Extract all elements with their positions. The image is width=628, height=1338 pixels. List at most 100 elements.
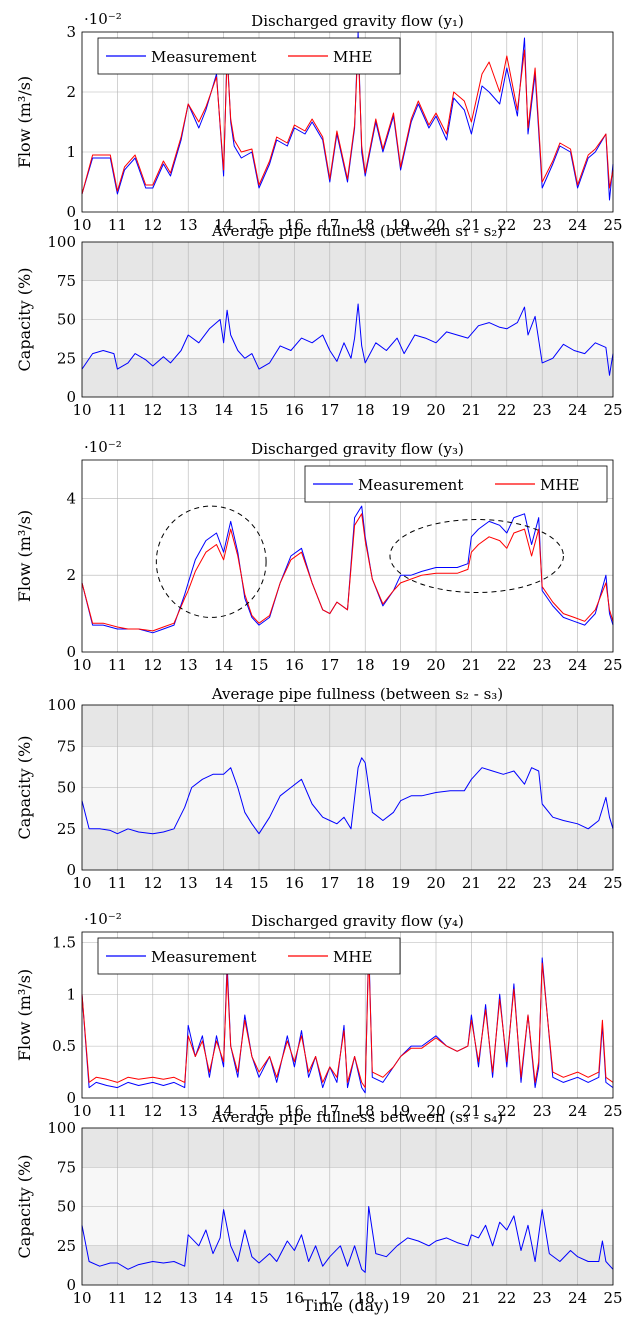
legend-box	[97, 937, 401, 975]
y-tick-label: 25	[57, 349, 76, 367]
x-tick-label: 10	[72, 1102, 91, 1120]
scale-label: ·10⁻²	[84, 910, 122, 928]
y-tick-label: 100	[47, 1119, 76, 1137]
capacity-band-2	[82, 1128, 613, 1168]
x-tick-label: 21	[462, 1289, 481, 1307]
y-tick-label: 50	[57, 311, 76, 329]
chart-title: Discharged gravity flow (y₃)	[251, 440, 464, 458]
chart-title: Average pipe fullness between (s₃ - s₄)	[211, 1108, 503, 1126]
x-tick-label: 15	[249, 656, 268, 674]
x-tick-label: 25	[603, 1102, 622, 1120]
x-tick-label: 21	[462, 216, 481, 234]
x-tick-label: 11	[108, 1289, 127, 1307]
y-tick-label: 100	[47, 233, 76, 251]
y-tick-label: 25	[57, 1237, 76, 1255]
x-tick-label: 16	[285, 401, 304, 419]
series-line-capacity	[81, 1206, 614, 1273]
x-tick-label: 17	[320, 216, 339, 234]
x-tick-label: 20	[426, 216, 445, 234]
x-tick-label: 14	[214, 874, 233, 892]
x-tick-label: 12	[143, 1289, 162, 1307]
legend-box	[304, 465, 608, 503]
x-tick-label: 16	[285, 216, 304, 234]
legend-label-measurement: Measurement	[151, 948, 256, 966]
series-line-mhe	[81, 513, 614, 632]
x-tick-label: 25	[603, 216, 622, 234]
x-tick-label: 21	[462, 1102, 481, 1120]
x-tick-label: 24	[568, 874, 587, 892]
x-tick-label: 15	[249, 401, 268, 419]
x-tick-label: 14	[214, 401, 233, 419]
y-tick-label: 4	[66, 489, 76, 507]
y-tick-label: 100	[47, 696, 76, 714]
x-axis-label: Time (day)	[302, 1296, 390, 1315]
y-axis-label: Flow (m³/s)	[15, 510, 34, 602]
y-axis-label: Capacity (%)	[15, 268, 34, 372]
y-tick-label: 25	[57, 820, 76, 838]
y-axis-label: Flow (m³/s)	[15, 969, 34, 1061]
y-tick-label: 1	[66, 143, 76, 161]
y-axis-label: Capacity (%)	[15, 736, 34, 840]
y-tick-label: 75	[57, 1158, 76, 1176]
series-line-measurement	[81, 505, 614, 634]
series-line-capacity	[81, 303, 614, 376]
x-tick-label: 13	[179, 656, 198, 674]
x-tick-label: 10	[72, 874, 91, 892]
x-tick-label: 11	[108, 656, 127, 674]
x-tick-label: 20	[426, 401, 445, 419]
x-tick-label: 15	[249, 216, 268, 234]
x-tick-label: 18	[356, 874, 375, 892]
x-tick-label: 10	[72, 656, 91, 674]
x-tick-label: 16	[285, 1102, 304, 1120]
series-line-capacity	[81, 757, 614, 835]
x-tick-label: 16	[285, 874, 304, 892]
x-tick-label: 17	[320, 874, 339, 892]
x-tick-label: 11	[108, 874, 127, 892]
x-tick-label: 17	[320, 1102, 339, 1120]
legend-label-mhe: MHE	[333, 48, 372, 66]
y-tick-label: 0	[66, 861, 76, 879]
x-tick-label: 15	[249, 1102, 268, 1120]
x-tick-label: 22	[497, 874, 516, 892]
plot-frame	[81, 241, 614, 398]
legend-label-mhe: MHE	[540, 476, 579, 494]
x-tick-label: 25	[603, 401, 622, 419]
y-tick-label: 0	[66, 1089, 76, 1107]
capacity-band-2	[82, 242, 613, 281]
x-tick-label: 11	[108, 1102, 127, 1120]
x-tick-label: 15	[249, 1289, 268, 1307]
x-tick-label: 12	[143, 656, 162, 674]
plot-frame	[81, 704, 614, 871]
x-tick-label: 12	[143, 1102, 162, 1120]
x-tick-label: 20	[426, 874, 445, 892]
x-tick-label: 22	[497, 216, 516, 234]
x-tick-label: 19	[391, 401, 410, 419]
x-tick-label: 16	[285, 656, 304, 674]
x-tick-label: 22	[497, 1102, 516, 1120]
plot-frame	[81, 31, 614, 213]
y-tick-label: 2	[66, 566, 76, 584]
x-tick-label: 20	[426, 1102, 445, 1120]
annotation-ellipse	[155, 505, 267, 618]
x-tick-label: 12	[143, 401, 162, 419]
y-tick-label: 0	[66, 388, 76, 406]
x-tick-label: 13	[179, 401, 198, 419]
legend-label-measurement: Measurement	[358, 476, 463, 494]
capacity-band-0	[82, 358, 613, 397]
x-tick-label: 24	[568, 656, 587, 674]
x-tick-label: 11	[108, 216, 127, 234]
x-tick-label: 11	[108, 401, 127, 419]
series-line-mhe	[81, 43, 614, 195]
x-tick-label: 19	[391, 656, 410, 674]
plot-frame	[81, 459, 614, 653]
y-axis-label: Capacity (%)	[15, 1155, 34, 1259]
x-tick-label: 23	[533, 401, 552, 419]
x-tick-label: 19	[391, 1289, 410, 1307]
plot-frame	[81, 1127, 614, 1286]
x-tick-label: 13	[179, 1102, 198, 1120]
x-tick-label: 21	[462, 874, 481, 892]
x-tick-label: 18	[356, 216, 375, 234]
y-tick-label: 0.5	[52, 1037, 76, 1055]
x-tick-label: 14	[214, 1289, 233, 1307]
legend-box	[97, 37, 401, 75]
